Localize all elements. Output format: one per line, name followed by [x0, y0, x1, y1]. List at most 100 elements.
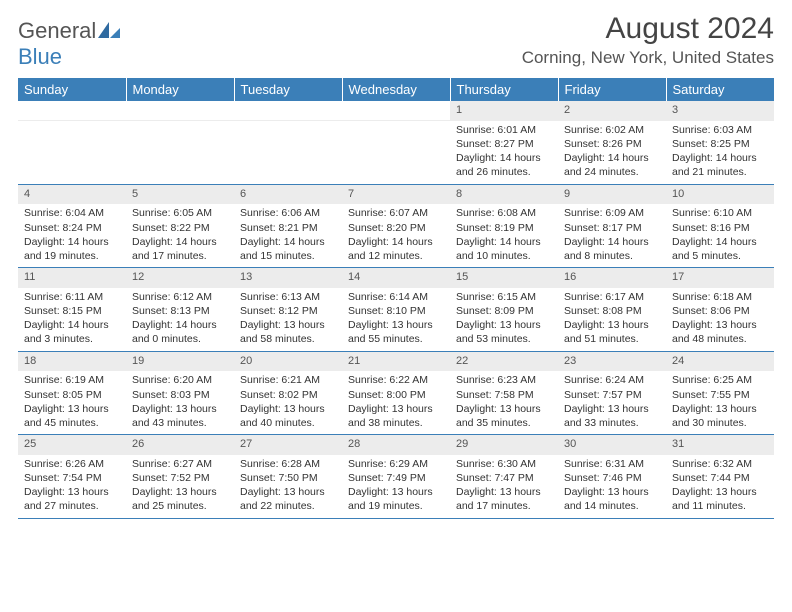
day-body: Sunrise: 6:08 AMSunset: 8:19 PMDaylight:… [450, 204, 558, 267]
day-number-empty [18, 101, 126, 121]
daylight-line: Daylight: 13 hours and 27 minutes. [24, 485, 120, 513]
day-cell: 21Sunrise: 6:22 AMSunset: 8:00 PMDayligh… [342, 351, 450, 435]
day-number: 23 [558, 352, 666, 372]
day-body: Sunrise: 6:12 AMSunset: 8:13 PMDaylight:… [126, 288, 234, 351]
daylight-line: Daylight: 14 hours and 0 minutes. [132, 318, 228, 346]
daylight-line: Daylight: 13 hours and 17 minutes. [456, 485, 552, 513]
day-body: Sunrise: 6:11 AMSunset: 8:15 PMDaylight:… [18, 288, 126, 351]
day-number: 16 [558, 268, 666, 288]
sunrise-line: Sunrise: 6:07 AM [348, 206, 444, 220]
day-number: 31 [666, 435, 774, 455]
day-cell: 28Sunrise: 6:29 AMSunset: 7:49 PMDayligh… [342, 435, 450, 519]
day-cell: 16Sunrise: 6:17 AMSunset: 8:08 PMDayligh… [558, 268, 666, 352]
day-number: 30 [558, 435, 666, 455]
day-cell: 12Sunrise: 6:12 AMSunset: 8:13 PMDayligh… [126, 268, 234, 352]
day-body: Sunrise: 6:04 AMSunset: 8:24 PMDaylight:… [18, 204, 126, 267]
day-cell: 10Sunrise: 6:10 AMSunset: 8:16 PMDayligh… [666, 184, 774, 268]
day-number: 8 [450, 185, 558, 205]
day-cell: 6Sunrise: 6:06 AMSunset: 8:21 PMDaylight… [234, 184, 342, 268]
sunrise-line: Sunrise: 6:09 AM [564, 206, 660, 220]
day-cell: 1Sunrise: 6:01 AMSunset: 8:27 PMDaylight… [450, 101, 558, 184]
day-body-empty [234, 121, 342, 179]
sunrise-line: Sunrise: 6:17 AM [564, 290, 660, 304]
day-cell: 23Sunrise: 6:24 AMSunset: 7:57 PMDayligh… [558, 351, 666, 435]
sunset-line: Sunset: 8:03 PM [132, 388, 228, 402]
logo-text-gray: General [18, 18, 96, 43]
day-body: Sunrise: 6:19 AMSunset: 8:05 PMDaylight:… [18, 371, 126, 434]
sunrise-line: Sunrise: 6:11 AM [24, 290, 120, 304]
sunset-line: Sunset: 7:55 PM [672, 388, 768, 402]
day-number: 19 [126, 352, 234, 372]
day-body: Sunrise: 6:23 AMSunset: 7:58 PMDaylight:… [450, 371, 558, 434]
day-cell [234, 101, 342, 184]
day-body: Sunrise: 6:09 AMSunset: 8:17 PMDaylight:… [558, 204, 666, 267]
day-number: 26 [126, 435, 234, 455]
sunset-line: Sunset: 7:46 PM [564, 471, 660, 485]
day-number: 10 [666, 185, 774, 205]
daylight-line: Daylight: 14 hours and 10 minutes. [456, 235, 552, 263]
daylight-line: Daylight: 13 hours and 38 minutes. [348, 402, 444, 430]
day-body: Sunrise: 6:01 AMSunset: 8:27 PMDaylight:… [450, 121, 558, 184]
day-body-empty [342, 121, 450, 179]
sunset-line: Sunset: 7:47 PM [456, 471, 552, 485]
day-number: 27 [234, 435, 342, 455]
day-number: 20 [234, 352, 342, 372]
day-header-tuesday: Tuesday [234, 78, 342, 101]
day-body: Sunrise: 6:20 AMSunset: 8:03 PMDaylight:… [126, 371, 234, 434]
day-body: Sunrise: 6:21 AMSunset: 8:02 PMDaylight:… [234, 371, 342, 434]
week-row: 11Sunrise: 6:11 AMSunset: 8:15 PMDayligh… [18, 268, 774, 352]
day-body: Sunrise: 6:29 AMSunset: 7:49 PMDaylight:… [342, 455, 450, 518]
day-number: 12 [126, 268, 234, 288]
daylight-line: Daylight: 14 hours and 15 minutes. [240, 235, 336, 263]
sunrise-line: Sunrise: 6:29 AM [348, 457, 444, 471]
sunset-line: Sunset: 7:54 PM [24, 471, 120, 485]
daylight-line: Daylight: 13 hours and 25 minutes. [132, 485, 228, 513]
sunrise-line: Sunrise: 6:30 AM [456, 457, 552, 471]
day-number-empty [126, 101, 234, 121]
sunrise-line: Sunrise: 6:05 AM [132, 206, 228, 220]
calendar-table: SundayMondayTuesdayWednesdayThursdayFrid… [18, 78, 774, 519]
day-header-saturday: Saturday [666, 78, 774, 101]
day-number: 24 [666, 352, 774, 372]
sunrise-line: Sunrise: 6:12 AM [132, 290, 228, 304]
week-row: 1Sunrise: 6:01 AMSunset: 8:27 PMDaylight… [18, 101, 774, 184]
day-number: 5 [126, 185, 234, 205]
sunrise-line: Sunrise: 6:10 AM [672, 206, 768, 220]
day-body: Sunrise: 6:30 AMSunset: 7:47 PMDaylight:… [450, 455, 558, 518]
day-number-empty [234, 101, 342, 121]
day-number: 29 [450, 435, 558, 455]
daylight-line: Daylight: 14 hours and 26 minutes. [456, 151, 552, 179]
daylight-line: Daylight: 13 hours and 19 minutes. [348, 485, 444, 513]
sunrise-line: Sunrise: 6:28 AM [240, 457, 336, 471]
day-cell [18, 101, 126, 184]
logo: GeneralBlue [18, 18, 120, 70]
day-body: Sunrise: 6:22 AMSunset: 8:00 PMDaylight:… [342, 371, 450, 434]
day-cell: 5Sunrise: 6:05 AMSunset: 8:22 PMDaylight… [126, 184, 234, 268]
daylight-line: Daylight: 14 hours and 24 minutes. [564, 151, 660, 179]
sunrise-line: Sunrise: 6:03 AM [672, 123, 768, 137]
sunrise-line: Sunrise: 6:06 AM [240, 206, 336, 220]
day-body: Sunrise: 6:17 AMSunset: 8:08 PMDaylight:… [558, 288, 666, 351]
logo-text: GeneralBlue [18, 18, 120, 70]
daylight-line: Daylight: 13 hours and 55 minutes. [348, 318, 444, 346]
day-cell: 19Sunrise: 6:20 AMSunset: 8:03 PMDayligh… [126, 351, 234, 435]
sunrise-line: Sunrise: 6:24 AM [564, 373, 660, 387]
day-number: 3 [666, 101, 774, 121]
day-cell: 17Sunrise: 6:18 AMSunset: 8:06 PMDayligh… [666, 268, 774, 352]
daylight-line: Daylight: 13 hours and 40 minutes. [240, 402, 336, 430]
day-number: 1 [450, 101, 558, 121]
day-number: 4 [18, 185, 126, 205]
day-cell: 11Sunrise: 6:11 AMSunset: 8:15 PMDayligh… [18, 268, 126, 352]
sunrise-line: Sunrise: 6:23 AM [456, 373, 552, 387]
sunset-line: Sunset: 8:24 PM [24, 221, 120, 235]
sunset-line: Sunset: 8:22 PM [132, 221, 228, 235]
daylight-line: Daylight: 14 hours and 5 minutes. [672, 235, 768, 263]
day-number: 25 [18, 435, 126, 455]
daylight-line: Daylight: 14 hours and 3 minutes. [24, 318, 120, 346]
day-body: Sunrise: 6:10 AMSunset: 8:16 PMDaylight:… [666, 204, 774, 267]
location-subtitle: Corning, New York, United States [522, 48, 774, 68]
day-body-empty [126, 121, 234, 179]
day-cell: 2Sunrise: 6:02 AMSunset: 8:26 PMDaylight… [558, 101, 666, 184]
day-body: Sunrise: 6:27 AMSunset: 7:52 PMDaylight:… [126, 455, 234, 518]
day-cell: 27Sunrise: 6:28 AMSunset: 7:50 PMDayligh… [234, 435, 342, 519]
